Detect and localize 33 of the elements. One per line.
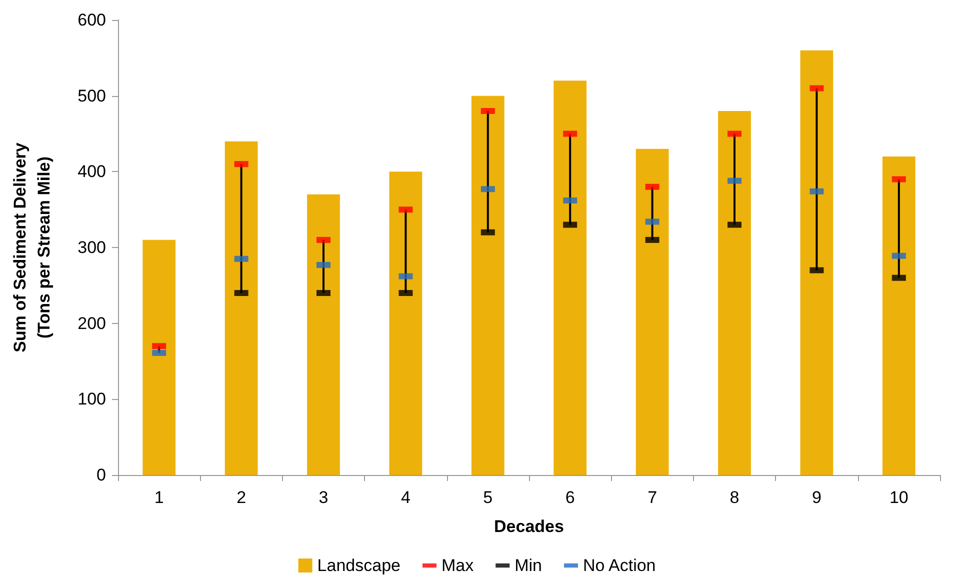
bar xyxy=(389,172,422,475)
x-tick-label: 9 xyxy=(812,488,822,507)
y-tick-label: 600 xyxy=(78,10,106,30)
bar xyxy=(636,148,669,475)
y-tick-label: 500 xyxy=(78,86,106,106)
bar xyxy=(307,194,340,475)
x-tick-label: 5 xyxy=(483,488,493,507)
legend-label: Max xyxy=(441,556,474,575)
legend-label: No Action xyxy=(582,556,656,575)
bar xyxy=(224,141,258,475)
x-tick-label: 2 xyxy=(236,488,246,507)
x-tick-label: 1 xyxy=(154,488,164,507)
y-tick-label: 200 xyxy=(78,314,106,333)
y-tick-label: 0 xyxy=(96,466,106,484)
y-tick-label: 300 xyxy=(78,238,106,257)
x-tick-label: 8 xyxy=(730,488,740,507)
x-tick-label: 7 xyxy=(648,488,658,507)
y-axis-title: Sum of Sediment Delivery (Tons per Stream Mile) xyxy=(10,142,54,352)
y-tick-label: 100 xyxy=(78,390,106,409)
bar xyxy=(800,50,834,475)
bar xyxy=(718,111,751,475)
bar xyxy=(142,240,176,475)
legend-label: Landscape xyxy=(317,556,400,575)
x-tick-label: 3 xyxy=(318,488,328,507)
bar xyxy=(471,96,504,475)
bar xyxy=(882,156,916,475)
legend-label: Min xyxy=(514,556,542,575)
x-tick-label: 6 xyxy=(565,488,575,507)
y-tick-label: 400 xyxy=(78,162,106,182)
bar xyxy=(554,80,587,475)
x-axis-title: Decades xyxy=(494,517,564,536)
x-tick-label: 4 xyxy=(400,488,410,507)
x-tick-label: 10 xyxy=(889,488,908,507)
